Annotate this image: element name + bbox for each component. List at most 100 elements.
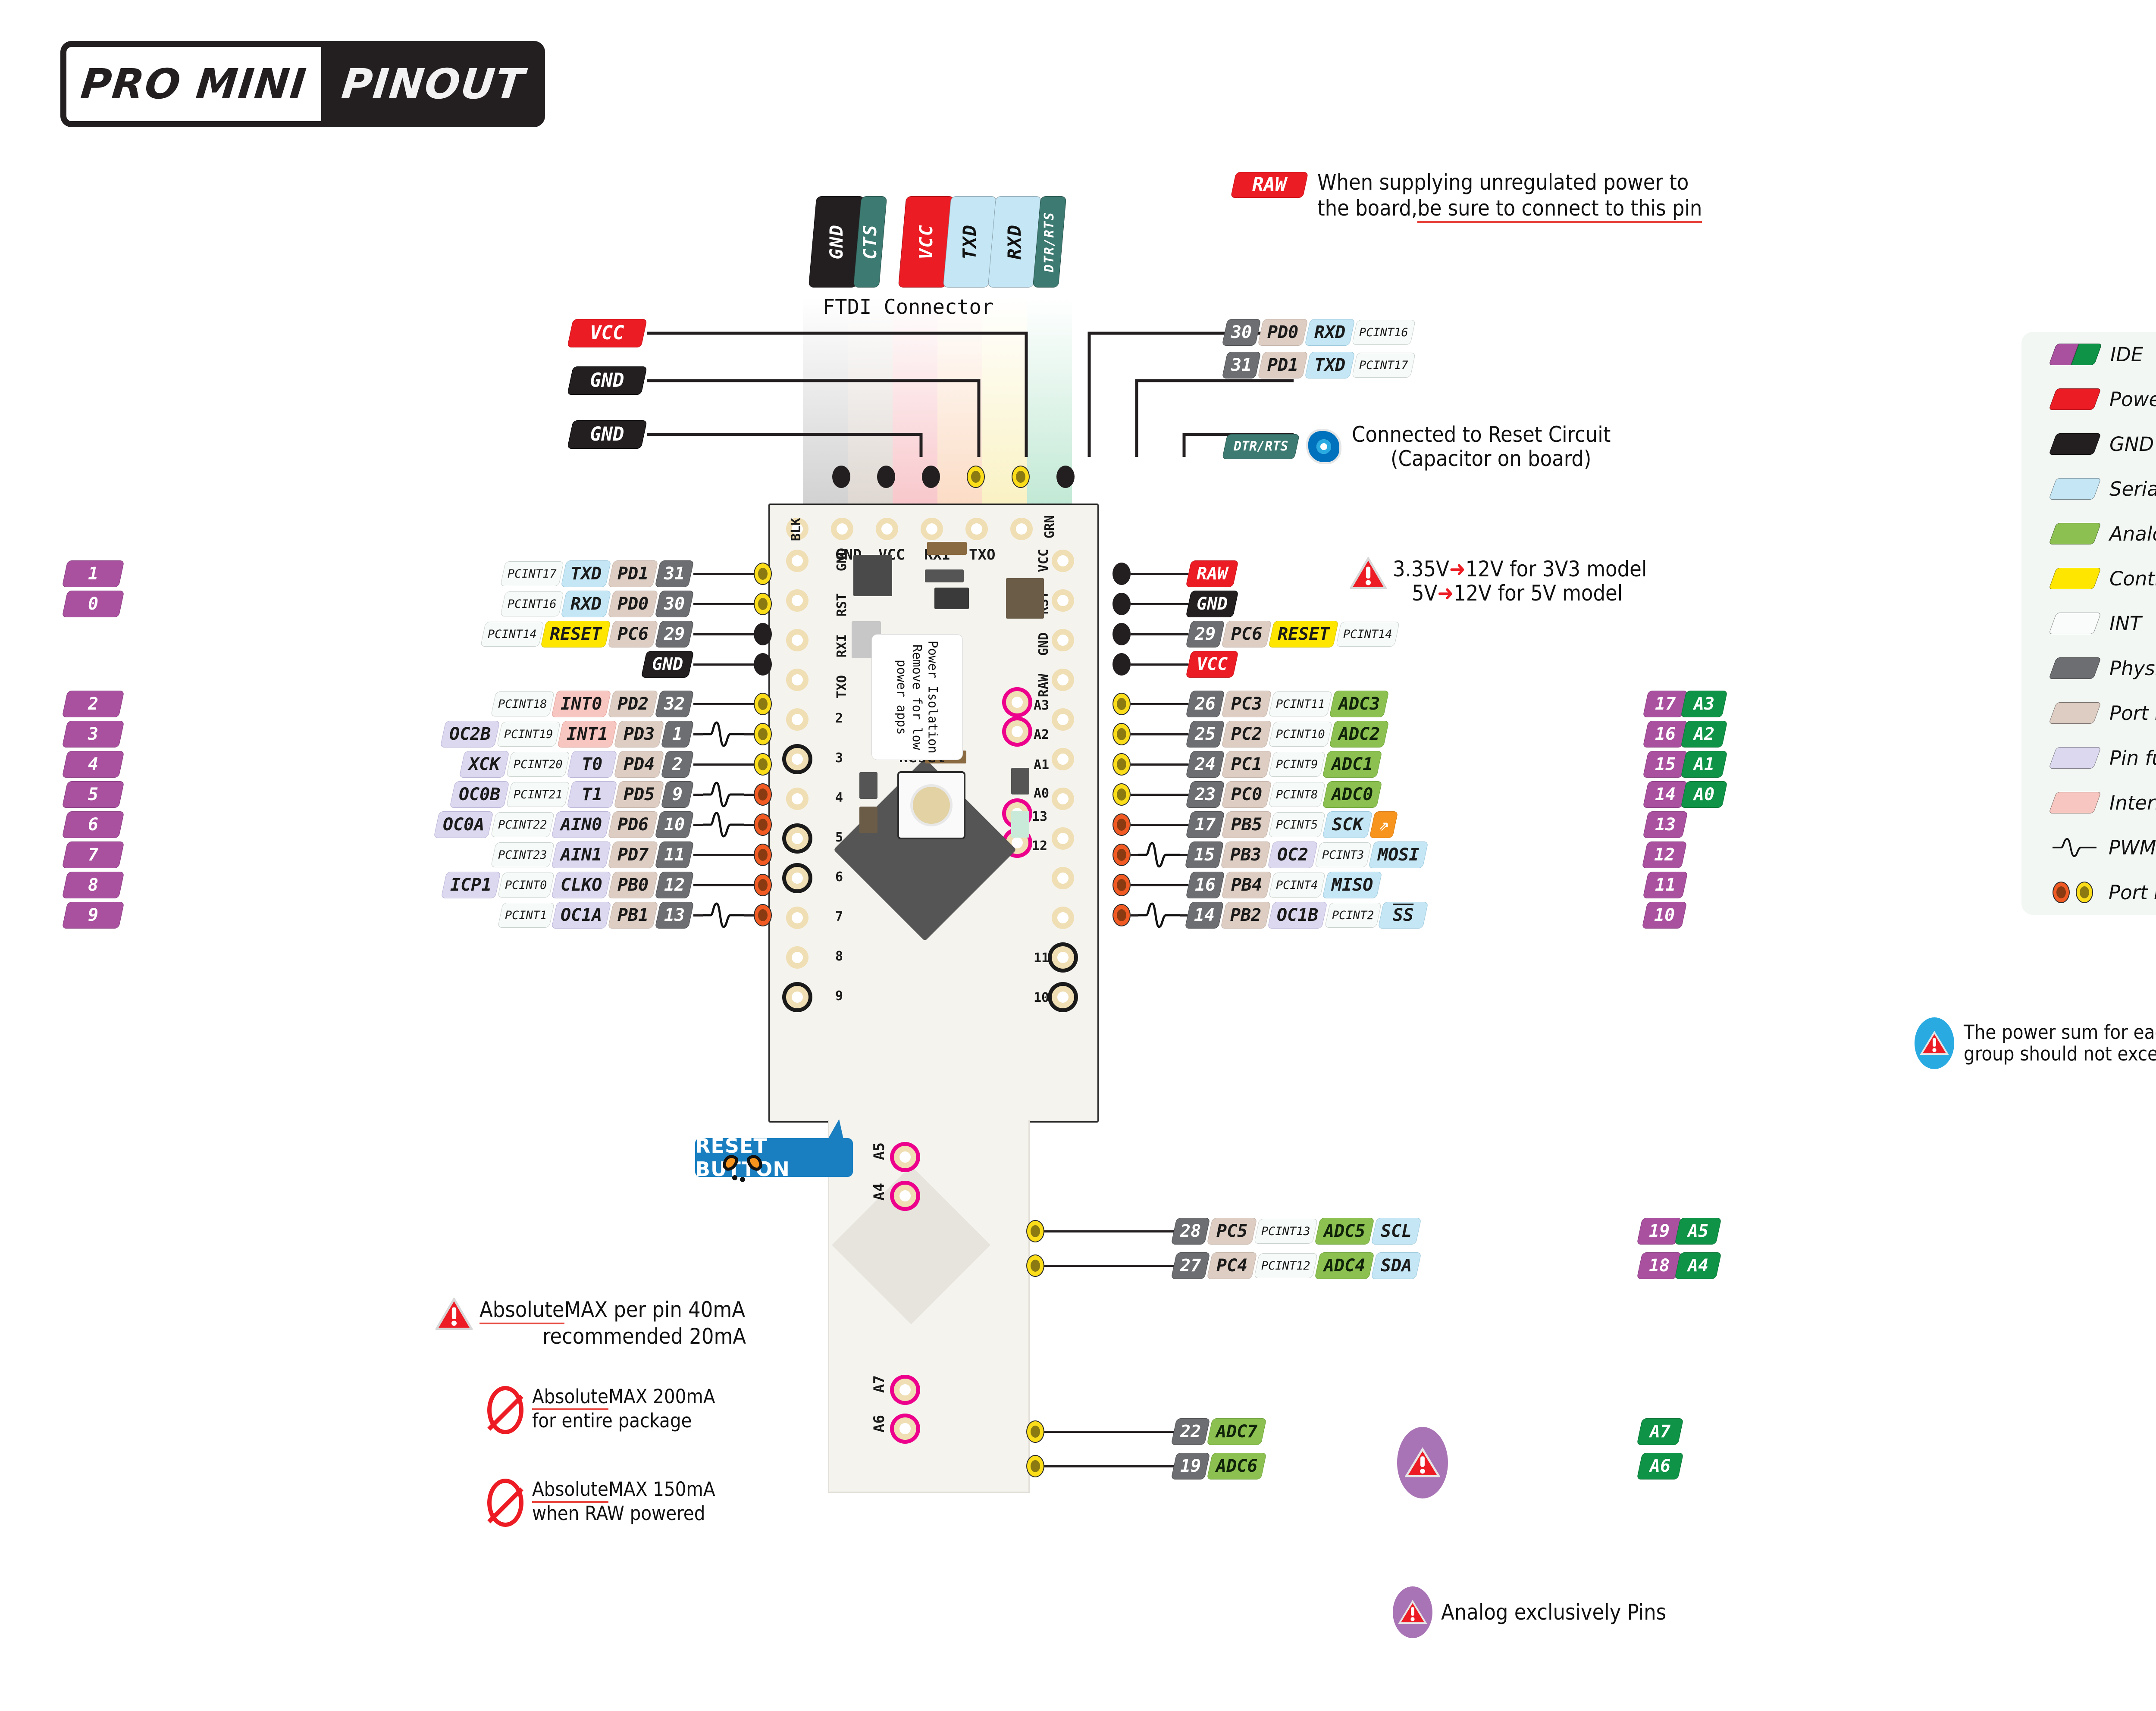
pin-tag-2[interactable]: 2 <box>661 751 694 778</box>
pin-tag-pb2[interactable]: PB2 <box>1220 902 1271 929</box>
pin-tag-a6[interactable]: A6 <box>1636 1453 1684 1480</box>
pin-tag-pd0[interactable]: PD0 <box>1257 319 1308 346</box>
pin-tag--[interactable]: ⇗ <box>1369 811 1398 838</box>
pin-tag-scl[interactable]: SCL <box>1371 1218 1422 1245</box>
pin-tag-9[interactable]: 9 <box>62 902 125 929</box>
pin-tag-pcint10[interactable]: PCINT10 <box>1269 722 1333 747</box>
pin-tag-pc1[interactable]: PC1 <box>1221 751 1272 778</box>
pin-tag-pcint5[interactable]: PCINT5 <box>1269 812 1326 837</box>
dtr-rts-badge[interactable]: DTR/RTS <box>1222 434 1300 459</box>
pin-tag-pd1[interactable]: PD1 <box>608 560 658 587</box>
pin-tag-rxd[interactable]: RXD <box>1304 319 1355 346</box>
pin-tag-mosi[interactable]: MOSI <box>1368 841 1429 868</box>
pin-tag-adc1[interactable]: ADC1 <box>1322 751 1382 778</box>
pin-tag-pc0[interactable]: PC0 <box>1221 781 1272 808</box>
pin-tag-pcint23[interactable]: PCINT23 <box>490 842 555 867</box>
pin-tag-a2[interactable]: A2 <box>1680 721 1728 748</box>
pin-tag-oc0a[interactable]: OC0A <box>433 811 494 838</box>
pin-tag-27[interactable]: 27 <box>1171 1252 1210 1279</box>
pin-tag-pcint1[interactable]: PCINT1 <box>497 903 555 928</box>
pin-tag-pd3[interactable]: PD3 <box>614 721 664 748</box>
pin-tag-12[interactable]: 12 <box>655 872 694 898</box>
pin-tag-8[interactable]: 8 <box>62 872 125 898</box>
pin-tag-15[interactable]: 15 <box>1185 841 1224 868</box>
pin-tag-24[interactable]: 24 <box>1185 751 1225 778</box>
pin-tag-a3[interactable]: A3 <box>1680 691 1728 717</box>
pin-tag-pcint9[interactable]: PCINT9 <box>1269 752 1326 777</box>
raw-badge[interactable]: RAW <box>1230 172 1309 198</box>
pin-tag-pcint16[interactable]: PCINT16 <box>500 591 564 616</box>
pin-tag-pd4[interactable]: PD4 <box>614 751 664 778</box>
pin-tag-pb5[interactable]: PB5 <box>1221 811 1272 838</box>
pin-tag-icp1[interactable]: ICP1 <box>441 872 501 898</box>
pin-tag-vcc[interactable]: VCC <box>1185 651 1239 678</box>
pin-tag-pcint8[interactable]: PCINT8 <box>1269 782 1326 807</box>
pin-tag-pc6[interactable]: PC6 <box>1221 621 1272 647</box>
pin-tag-txd[interactable]: TXD <box>1304 352 1355 378</box>
pin-tag-int1[interactable]: INT1 <box>557 721 617 748</box>
pin-tag-pcint22[interactable]: PCINT22 <box>490 812 555 837</box>
pin-tag-pcint14[interactable]: PCINT14 <box>1335 622 1400 647</box>
pin-tag-pcint3[interactable]: PCINT3 <box>1315 842 1372 867</box>
pin-tag-pd7[interactable]: PD7 <box>608 841 658 868</box>
pin-tag-1[interactable]: 1 <box>62 560 125 587</box>
pin-tag-10[interactable]: 10 <box>655 811 694 838</box>
pin-tag-pcint0[interactable]: PCINT0 <box>497 873 555 898</box>
pin-tag-oc1a[interactable]: OC1A <box>551 902 611 929</box>
pin-tag-a0[interactable]: A0 <box>1680 781 1728 808</box>
pin-tag-pcint13[interactable]: PCINT13 <box>1254 1219 1318 1244</box>
pin-tag-t1[interactable]: T1 <box>567 781 617 808</box>
pin-tag-30[interactable]: 30 <box>655 591 694 617</box>
pin-tag-pcint16[interactable]: PCINT16 <box>1352 320 1416 345</box>
pin-tag-ain1[interactable]: AIN1 <box>551 841 611 868</box>
pin-tag-adc7[interactable]: ADC7 <box>1206 1418 1267 1445</box>
pin-tag-pb1[interactable]: PB1 <box>608 902 658 929</box>
pin-tag-pcint17[interactable]: PCINT17 <box>500 561 564 586</box>
pin-tag-pcint17[interactable]: PCINT17 <box>1352 353 1416 378</box>
pin-tag-19[interactable]: 19 <box>1171 1453 1210 1480</box>
pin-tag-pcint20[interactable]: PCINT20 <box>506 752 570 777</box>
pin-tag-pcint19[interactable]: PCINT19 <box>496 722 561 747</box>
pin-tag-gnd[interactable]: GND <box>641 651 694 678</box>
pin-tag-31[interactable]: 31 <box>1222 352 1261 378</box>
pin-tag-11[interactable]: 11 <box>655 841 694 868</box>
pin-tag-14[interactable]: 14 <box>1185 902 1224 929</box>
pin-tag-a1[interactable]: A1 <box>1680 751 1728 778</box>
pin-tag-int0[interactable]: INT0 <box>551 691 611 717</box>
ftdi-label-vcc[interactable]: VCC <box>567 319 648 347</box>
pin-tag-adc4[interactable]: ADC4 <box>1314 1252 1375 1279</box>
pin-tag-22[interactable]: 22 <box>1171 1418 1210 1445</box>
pin-tag-oc0b[interactable]: OC0B <box>449 781 510 808</box>
pin-tag-ss[interactable]: SS <box>1378 902 1429 929</box>
pin-tag-a4[interactable]: A4 <box>1674 1252 1722 1279</box>
pin-tag-adc6[interactable]: ADC6 <box>1206 1453 1267 1480</box>
ftdi-label-gnd-2[interactable]: GND <box>567 420 648 449</box>
pin-tag-1[interactable]: 1 <box>661 721 694 748</box>
pin-tag-4[interactable]: 4 <box>62 751 125 778</box>
pin-tag-a7[interactable]: A7 <box>1636 1418 1684 1445</box>
pin-tag-pcint2[interactable]: PCINT2 <box>1324 903 1382 928</box>
pin-tag-xck[interactable]: XCK <box>459 751 510 778</box>
pin-tag-pcint14[interactable]: PCINT14 <box>480 622 544 647</box>
pin-tag-txd[interactable]: TXD <box>561 560 611 587</box>
pin-tag-28[interactable]: 28 <box>1171 1218 1210 1245</box>
pin-tag-ain0[interactable]: AIN0 <box>551 811 611 838</box>
pin-tag-6[interactable]: 6 <box>62 811 125 838</box>
pin-tag-16[interactable]: 16 <box>1185 872 1225 898</box>
pin-tag-9[interactable]: 9 <box>661 781 694 808</box>
pin-tag-clko[interactable]: CLKO <box>551 872 611 898</box>
pin-tag-adc2[interactable]: ADC2 <box>1329 721 1389 748</box>
pin-tag-pc3[interactable]: PC3 <box>1221 691 1272 717</box>
pin-tag-11[interactable]: 11 <box>1642 872 1688 898</box>
pin-tag-pc2[interactable]: PC2 <box>1221 721 1272 748</box>
pin-tag-17[interactable]: 17 <box>1185 811 1225 838</box>
pin-tag-pc6[interactable]: PC6 <box>608 621 658 647</box>
pin-tag-pd6[interactable]: PD6 <box>608 811 658 838</box>
pin-tag-pb4[interactable]: PB4 <box>1221 872 1272 898</box>
pin-tag-pcint11[interactable]: PCINT11 <box>1269 691 1333 716</box>
pin-tag-raw[interactable]: RAW <box>1185 560 1239 587</box>
pin-tag-5[interactable]: 5 <box>62 781 125 808</box>
pin-tag-pb3[interactable]: PB3 <box>1220 841 1271 868</box>
pin-tag-13[interactable]: 13 <box>1642 811 1688 838</box>
pin-tag-sda[interactable]: SDA <box>1371 1252 1422 1279</box>
